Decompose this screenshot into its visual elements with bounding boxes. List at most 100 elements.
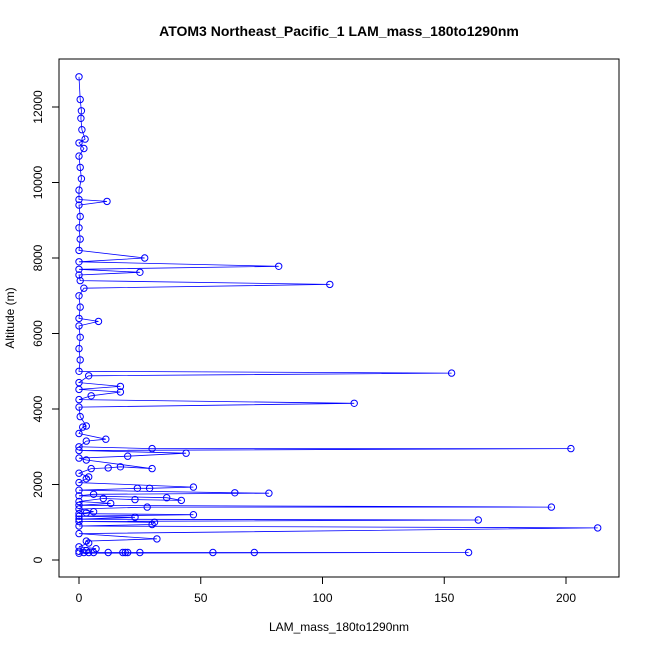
data-point xyxy=(92,545,100,553)
data-point xyxy=(141,254,149,262)
y-axis-label: Altitude (m) xyxy=(3,287,17,348)
data-point xyxy=(94,317,103,326)
data-point xyxy=(75,509,83,518)
data-point xyxy=(75,505,83,513)
data-point xyxy=(75,547,83,555)
data-point xyxy=(75,139,83,147)
data-point xyxy=(102,435,110,443)
data-point xyxy=(85,372,93,380)
data-point xyxy=(275,262,283,270)
data-point xyxy=(567,444,575,453)
series-layer xyxy=(75,73,602,557)
data-point xyxy=(131,495,139,504)
x-tick-label: 0 xyxy=(76,591,83,605)
data-point xyxy=(75,246,83,255)
data-point xyxy=(76,303,84,311)
data-point xyxy=(85,548,93,557)
data-point xyxy=(76,412,84,421)
data-point xyxy=(75,195,83,204)
data-point xyxy=(116,463,125,471)
data-point xyxy=(82,456,91,464)
y-tick-label: 2000 xyxy=(31,471,45,498)
y-tick-label: 10000 xyxy=(31,165,45,199)
data-point xyxy=(116,382,125,391)
data-point xyxy=(163,494,171,502)
data-point xyxy=(85,473,93,481)
data-point xyxy=(89,508,98,516)
data-point xyxy=(136,548,144,557)
data-point xyxy=(82,509,91,517)
data-point xyxy=(447,369,456,377)
data-point xyxy=(75,512,83,520)
y-tick-label: 8000 xyxy=(31,244,45,271)
data-point xyxy=(75,265,83,273)
data-point xyxy=(87,392,95,400)
data-point xyxy=(75,201,83,209)
data-point xyxy=(87,464,95,473)
data-point xyxy=(77,114,85,123)
data-point xyxy=(99,494,108,503)
data-point xyxy=(75,478,83,487)
data-point xyxy=(75,529,83,538)
data-point xyxy=(119,548,127,557)
data-point xyxy=(89,490,98,498)
data-point xyxy=(80,144,88,153)
data-point xyxy=(76,356,84,364)
data-point xyxy=(76,333,84,341)
data-point xyxy=(78,126,86,134)
data-point xyxy=(474,516,482,524)
data-point xyxy=(75,367,83,375)
data-point xyxy=(116,388,125,396)
plot-area-frame xyxy=(58,58,620,578)
data-point xyxy=(82,437,91,445)
data-point xyxy=(75,385,83,394)
data-point xyxy=(75,258,83,266)
data-point xyxy=(75,271,83,279)
data-point xyxy=(189,511,198,519)
data-point xyxy=(76,212,84,221)
data-point xyxy=(148,520,156,529)
data-point xyxy=(89,548,98,557)
data-point xyxy=(77,175,86,183)
data-point xyxy=(75,497,83,506)
y-axis: 0 2000 4000 6000 8000 10000 12000 xyxy=(31,90,60,563)
data-point xyxy=(75,186,83,194)
data-point xyxy=(136,268,144,276)
data-point xyxy=(76,163,84,172)
x-axis: 0 50 100 150 200 xyxy=(76,576,576,605)
data-point xyxy=(107,499,115,508)
data-point xyxy=(75,446,83,455)
data-point xyxy=(82,422,91,430)
data-point xyxy=(75,395,83,404)
chart-title: ATOM3 Northeast_Pacific_1 LAM_mass_180to… xyxy=(159,23,519,39)
data-point xyxy=(75,403,83,411)
data-point xyxy=(75,517,83,526)
data-point xyxy=(145,484,154,492)
data-point xyxy=(177,496,186,505)
data-point xyxy=(75,522,83,530)
data-point xyxy=(209,548,217,557)
data-point xyxy=(75,152,83,160)
data-point xyxy=(75,344,83,353)
data-point xyxy=(85,539,93,547)
data-point xyxy=(547,503,556,511)
data-point xyxy=(124,548,132,557)
x-tick-label: 150 xyxy=(434,591,454,605)
data-point xyxy=(75,314,83,323)
data-point xyxy=(148,464,156,473)
data-point xyxy=(464,548,473,557)
data-point xyxy=(121,548,130,557)
data-point xyxy=(79,423,87,431)
data-point xyxy=(104,548,112,557)
data-point xyxy=(75,73,83,81)
y-tick-label: 0 xyxy=(31,556,45,563)
data-point xyxy=(82,475,91,483)
data-point xyxy=(231,489,239,497)
data-point xyxy=(75,492,83,500)
data-point xyxy=(75,292,83,300)
y-tick-label: 12000 xyxy=(31,90,45,124)
data-point xyxy=(76,276,84,285)
data-point xyxy=(189,483,198,491)
data-point xyxy=(75,443,83,451)
